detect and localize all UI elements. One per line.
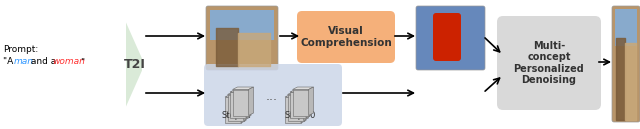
Polygon shape [230, 90, 251, 92]
Polygon shape [126, 22, 142, 107]
Polygon shape [290, 90, 311, 92]
FancyBboxPatch shape [612, 6, 640, 122]
Polygon shape [287, 95, 303, 120]
Polygon shape [227, 95, 243, 120]
Polygon shape [290, 92, 306, 118]
Polygon shape [308, 87, 314, 115]
FancyBboxPatch shape [497, 16, 601, 110]
FancyBboxPatch shape [433, 13, 461, 61]
Text: ": " [80, 58, 84, 67]
FancyBboxPatch shape [416, 6, 485, 70]
Polygon shape [285, 95, 306, 97]
Polygon shape [301, 95, 306, 123]
Text: man: man [14, 58, 34, 67]
Polygon shape [225, 97, 241, 123]
FancyBboxPatch shape [206, 6, 278, 70]
FancyBboxPatch shape [204, 64, 342, 126]
Text: Step=0: Step=0 [284, 111, 316, 120]
FancyBboxPatch shape [210, 10, 274, 40]
Text: ...: ... [266, 91, 278, 103]
Text: Visual
Comprehension: Visual Comprehension [300, 26, 392, 48]
Polygon shape [232, 90, 248, 115]
Polygon shape [225, 95, 246, 97]
Polygon shape [246, 90, 251, 118]
Polygon shape [248, 87, 253, 115]
FancyBboxPatch shape [615, 9, 637, 46]
Polygon shape [227, 92, 248, 95]
Polygon shape [306, 90, 311, 118]
Polygon shape [243, 92, 248, 120]
Text: and a: and a [28, 58, 59, 67]
Polygon shape [285, 97, 301, 123]
Text: Multi-
concept
Personalized
Denoising: Multi- concept Personalized Denoising [514, 41, 584, 85]
Text: Step=T: Step=T [221, 111, 253, 120]
Text: "A: "A [3, 58, 16, 67]
Text: woman: woman [52, 58, 85, 67]
Polygon shape [292, 90, 308, 115]
Polygon shape [241, 95, 246, 123]
Polygon shape [230, 92, 246, 118]
Text: T2I: T2I [124, 58, 146, 71]
FancyBboxPatch shape [297, 11, 395, 63]
Polygon shape [232, 87, 253, 90]
Polygon shape [303, 92, 308, 120]
Polygon shape [287, 92, 308, 95]
Text: Prompt:: Prompt: [3, 46, 38, 54]
Polygon shape [292, 87, 314, 90]
